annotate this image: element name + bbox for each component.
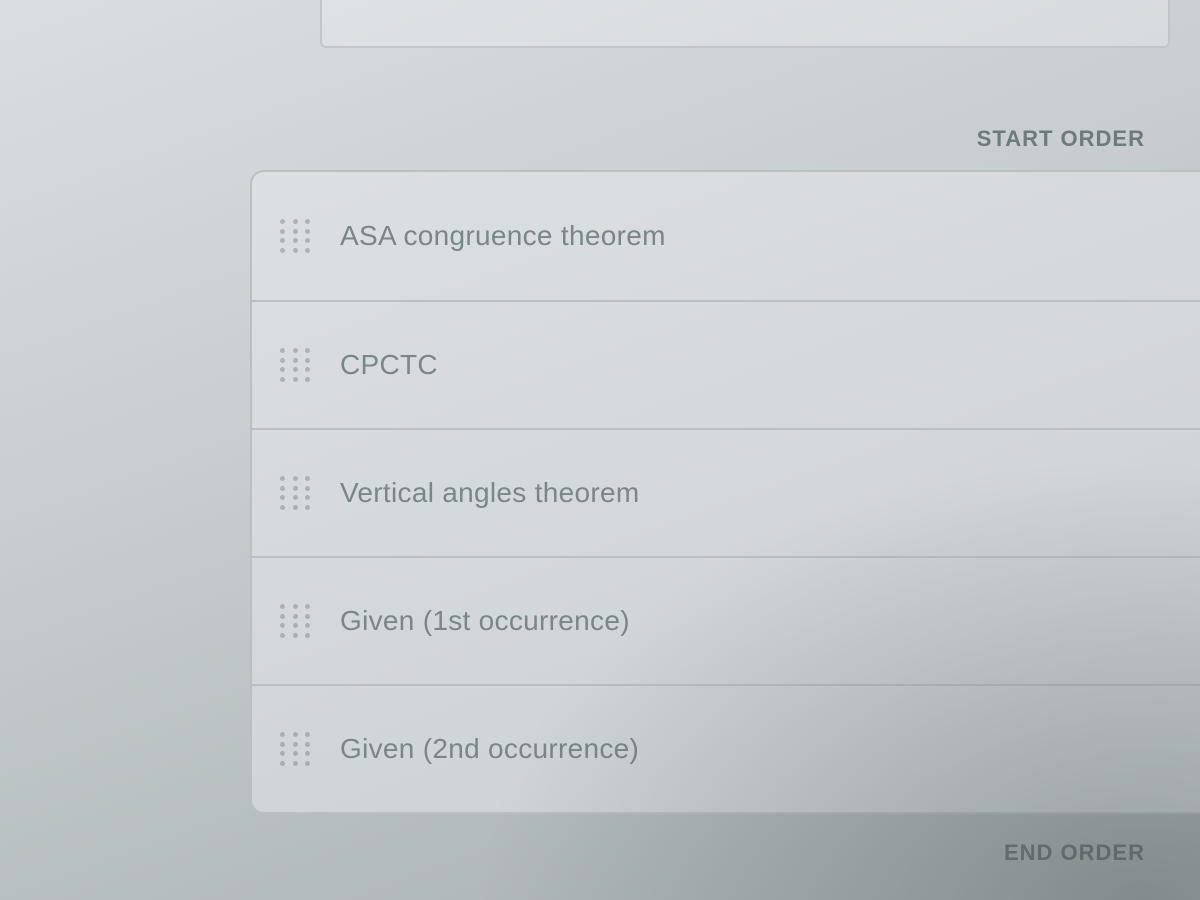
order-item-label: ASA congruence theorem (340, 220, 666, 252)
end-order-label: END ORDER (1004, 840, 1145, 866)
top-input-box (320, 0, 1170, 48)
order-item-label: Vertical angles theorem (340, 477, 640, 509)
drag-handle-icon[interactable] (280, 604, 314, 638)
drag-handle-icon[interactable] (280, 476, 314, 510)
order-item[interactable]: CPCTC (252, 300, 1200, 428)
drag-handle-icon[interactable] (280, 219, 314, 253)
order-item-label: Given (1st occurrence) (340, 605, 630, 637)
order-item-label: Given (2nd occurrence) (340, 733, 639, 765)
order-item[interactable]: ASA congruence theorem (252, 172, 1200, 300)
order-item[interactable]: Given (1st occurrence) (252, 556, 1200, 684)
drag-handle-icon[interactable] (280, 348, 314, 382)
order-item-label: CPCTC (340, 349, 438, 381)
order-item[interactable]: Given (2nd occurrence) (252, 684, 1200, 812)
start-order-label: START ORDER (977, 126, 1145, 152)
order-list: ASA congruence theorem CPCTC Vertical an… (250, 170, 1200, 814)
drag-handle-icon[interactable] (280, 732, 314, 766)
order-item[interactable]: Vertical angles theorem (252, 428, 1200, 556)
